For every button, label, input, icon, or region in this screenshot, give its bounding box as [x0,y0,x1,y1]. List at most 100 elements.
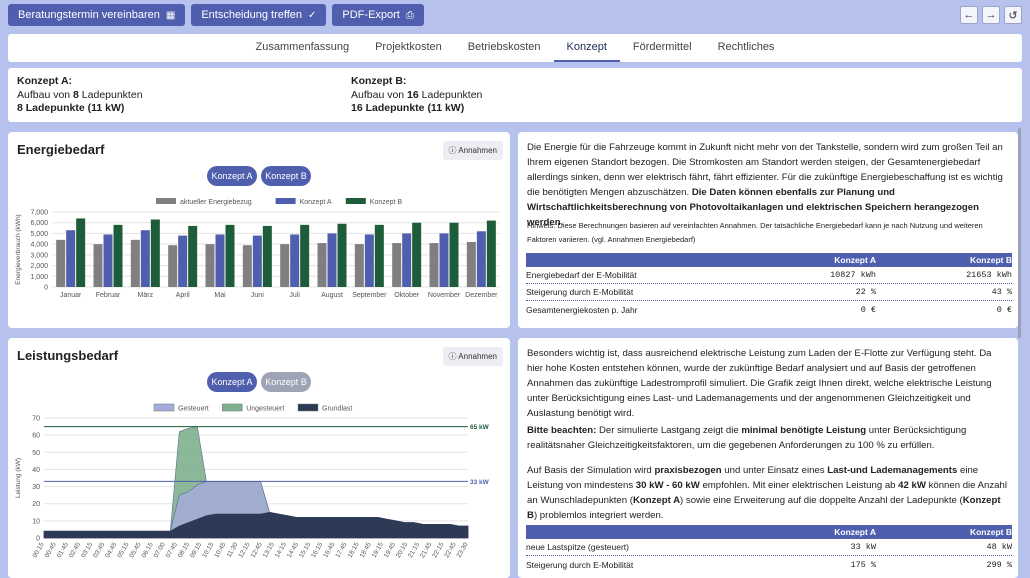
entscheidung-button[interactable]: Entscheidung treffen ✓ [191,4,327,26]
konzept-a-title: Konzept A: [17,75,73,87]
legend-swatch [297,403,319,412]
bar [56,239,66,287]
bar [300,224,310,287]
bar [466,242,476,287]
legend-swatch [156,198,176,204]
leistung-table: Konzept A Konzept B neue Lastspitze (ges… [526,525,1012,573]
x-tick-label: April [176,292,190,299]
tab-konzept[interactable]: Konzept [553,34,620,62]
arrow-left-icon: ← [963,9,975,21]
legend-label: Grundlast [322,406,352,413]
table-row: Steigerung durch E-Mobilität 22 % 43 % [526,284,1012,301]
x-tick-label: November [428,292,461,299]
bar [354,244,364,287]
nav-buttons: ← → ↺ [960,6,1022,24]
leistung-konzept-a-pill[interactable]: Konzept A [207,372,257,392]
tab-projektkosten[interactable]: Projektkosten [375,41,442,53]
x-tick-label: Juni [251,292,264,299]
table-row: Energiebedarf der E-Mobilität 10827 kWh 21… [526,267,1012,284]
y-tick-label: 0 [44,285,48,292]
bar [392,243,402,287]
energie-konzept-a-pill[interactable]: Konzept A [207,166,257,186]
leistung-note: Bitte beachten: Der simulierte Lastgang … [527,425,967,451]
y-tick-label: 5,000 [30,231,48,238]
energie-annahmen-label: Annahmen [458,146,497,155]
y-tick-label: 0 [36,536,40,543]
calendar-icon: ▦ [165,9,176,21]
tab-zusammenfassung[interactable]: Zusammenfassung [255,41,350,53]
toolbar: Beratungstermin vereinbaren ▦ Entscheidun… [8,4,424,26]
leistung-annahmen-label: Annahmen [458,352,497,361]
tab-rechtliches[interactable]: Rechtliches [717,41,775,53]
tab-foerdermittel[interactable]: Fördermittel [632,41,692,53]
x-tick-label: 23:30 [456,541,470,559]
y-tick-label: 4,000 [30,242,48,249]
bar [486,220,496,287]
bar [225,224,235,287]
legend-swatch [153,403,175,412]
bar [242,245,252,287]
arrow-right-icon: → [985,9,997,21]
bar [168,245,178,287]
y-tick-label: 1,000 [30,274,48,281]
tab-bar: Zusammenfassung Projektkosten Betriebsko… [8,34,1022,62]
y-tick-label: 50 [32,450,40,457]
bar [252,235,262,287]
leistung-konzept-b-pill[interactable]: Konzept B [261,372,311,392]
undo-icon: ↺ [1008,9,1018,22]
legend-label: Gesteuert [178,406,209,413]
leistungsbedarf-panel: Leistungsbedarf ⓘ Annahmen Konzept A Kon… [8,338,510,578]
leistung-annahmen-button[interactable]: ⓘ Annahmen [442,347,503,366]
x-tick-label: Juli [289,292,300,299]
leistung-table-header: Konzept A Konzept B [526,525,1012,539]
x-tick-label: September [352,292,387,299]
table-row: Gesamtenergiekosten p. Jahr 0 €0 € [526,304,1012,315]
printer-icon: ⎙ [405,9,414,21]
konzept-a-line2: 8 Ladepunkte (11 kW) [17,102,125,114]
y-tick-label: 60 [32,433,40,440]
energie-konzept-b-pill[interactable]: Konzept B [261,166,311,186]
x-tick-label: 10:45 [213,541,227,559]
bar [280,244,290,287]
bar [140,230,150,287]
konzept-b-title: Konzept B: [351,75,407,87]
y-tick-label: 2,000 [30,263,48,270]
y-tick-label: 6,000 [30,220,48,227]
area-series [43,511,469,539]
reset-button[interactable]: ↺ [1004,6,1022,24]
y-tick-label: 40 [32,467,40,474]
forward-button[interactable]: → [982,6,1000,24]
x-tick-label: Dezember [465,292,498,299]
konzept-b-line1: Aufbau von 16 Ladepunkten [351,88,483,101]
scrollbar[interactable] [1018,128,1021,338]
x-tick-label: März [138,292,154,299]
info-icon: ⓘ [448,146,457,155]
bar [178,235,188,287]
bar [113,224,123,287]
bar [262,225,272,287]
legend-label: Ungesteuert [246,406,284,413]
energie-text-panel: Die Energie für die Fahrzeuge kommt in Z… [518,132,1018,328]
tab-betriebskosten[interactable]: Betriebskosten [467,41,541,53]
bar [215,234,225,287]
energie-description: Die Energie für die Fahrzeuge kommt in Z… [527,142,1003,228]
table-row: Steigerung durch E-Mobilität 175 % 299 % [526,559,1012,570]
leistung-text-panel: Besonders wichtig ist, dass ausreichend … [518,338,1018,578]
y-axis-label: Energieverbrauch (kWh) [15,214,22,284]
pdf-export-button[interactable]: PDF-Export ⎙ [332,4,424,26]
energiebedarf-panel: Energiebedarf ⓘ Annahmen Konzept A Konze… [8,132,510,328]
back-button[interactable]: ← [960,6,978,24]
bar [103,234,113,287]
bar [76,218,86,287]
table-row: neue Lastspitze (gesteuert) 33 kW 48 kW [526,539,1012,556]
konzept-b-info: Konzept B: Aufbau von 16 Ladepunkten 16 … [351,75,482,116]
bar [429,243,439,287]
info-icon: ⓘ [448,352,457,361]
bar [412,222,422,287]
x-tick-label: Februar [96,292,121,299]
beratungstermin-button[interactable]: Beratungstermin vereinbaren ▦ [8,4,186,26]
energie-table-header: Konzept A Konzept B [526,253,1012,267]
bar [290,234,300,287]
energie-annahmen-button[interactable]: ⓘ Annahmen [442,141,503,160]
legend-label: Konzept A [300,199,332,206]
